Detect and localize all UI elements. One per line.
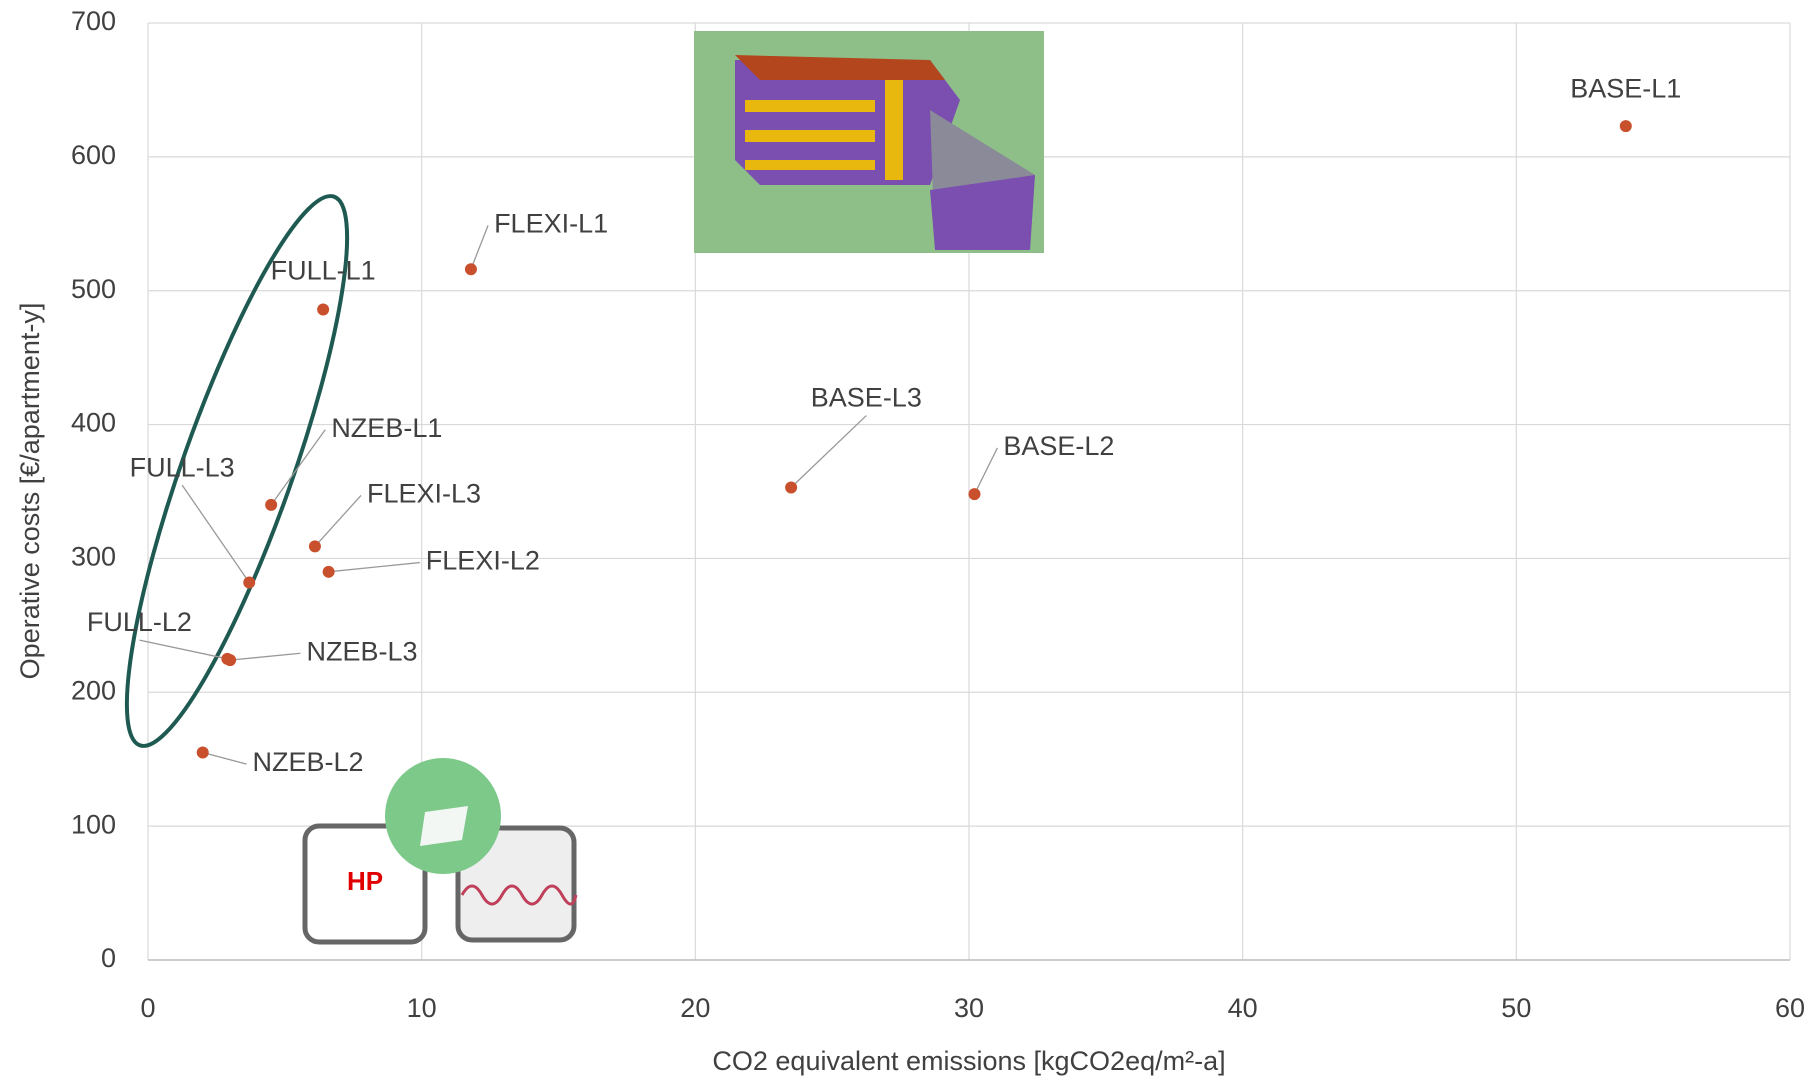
y-tick-label: 400 [71,408,116,438]
system-icons: HP [305,758,576,942]
y-tick-label: 500 [71,274,116,304]
point-label: BASE-L3 [811,383,922,413]
x-axis-title: CO2 equivalent emissions [kgCO2eq/m²-a] [712,1046,1225,1076]
y-tick-label: 600 [71,140,116,170]
leader-line [791,416,866,488]
leader-line [203,753,247,765]
x-tick-label: 60 [1775,993,1805,1023]
point-label: FLEXI-L2 [426,546,540,576]
leader-line [139,640,227,659]
x-tick-label: 30 [954,993,984,1023]
hp-label: HP [347,866,383,896]
point-label: BASE-L1 [1570,73,1681,103]
y-tick-label: 200 [71,675,116,705]
point-label: FULL-L3 [130,452,235,482]
y-tick-label: 100 [71,809,116,839]
point [224,654,236,666]
leader-line [329,563,420,572]
building-image [694,31,1044,253]
x-tick-label: 40 [1228,993,1258,1023]
x-tick-label: 0 [140,993,155,1023]
leader-line [182,485,249,582]
point [265,499,277,511]
chart: 0 100 200 300 400 500 600 700 0 10 20 30 40 50 60 CO2 … [0,0,1814,1085]
leader-line [230,653,300,660]
point [323,566,335,578]
leader-line [315,495,361,546]
point-label: FULL-L2 [87,607,192,637]
leader-line [271,430,325,505]
point-label: FLEXI-L3 [367,479,481,509]
point [243,577,255,589]
leader-line [974,448,997,494]
point-label: BASE-L2 [1003,431,1114,461]
point-label: NZEB-L2 [252,747,363,777]
point-label: NZEB-L1 [331,413,442,443]
point [197,747,209,759]
y-tick-label: 300 [71,542,116,572]
point [1620,120,1632,132]
point [785,481,797,493]
y-tick-label: 0 [101,943,116,973]
point-label: FULL-L1 [271,256,376,286]
leader-line [471,225,488,269]
point [309,540,321,552]
x-tick-label: 10 [407,993,437,1023]
point [465,263,477,275]
point [968,488,980,500]
point-label: FLEXI-L1 [494,208,608,238]
point [317,303,329,315]
point-label: NZEB-L3 [306,636,417,666]
x-tick-label: 50 [1501,993,1531,1023]
x-tick-label: 20 [680,993,710,1023]
y-axis-title: Operative costs [€/apartment-y] [15,303,45,680]
y-tick-label: 700 [71,6,116,36]
